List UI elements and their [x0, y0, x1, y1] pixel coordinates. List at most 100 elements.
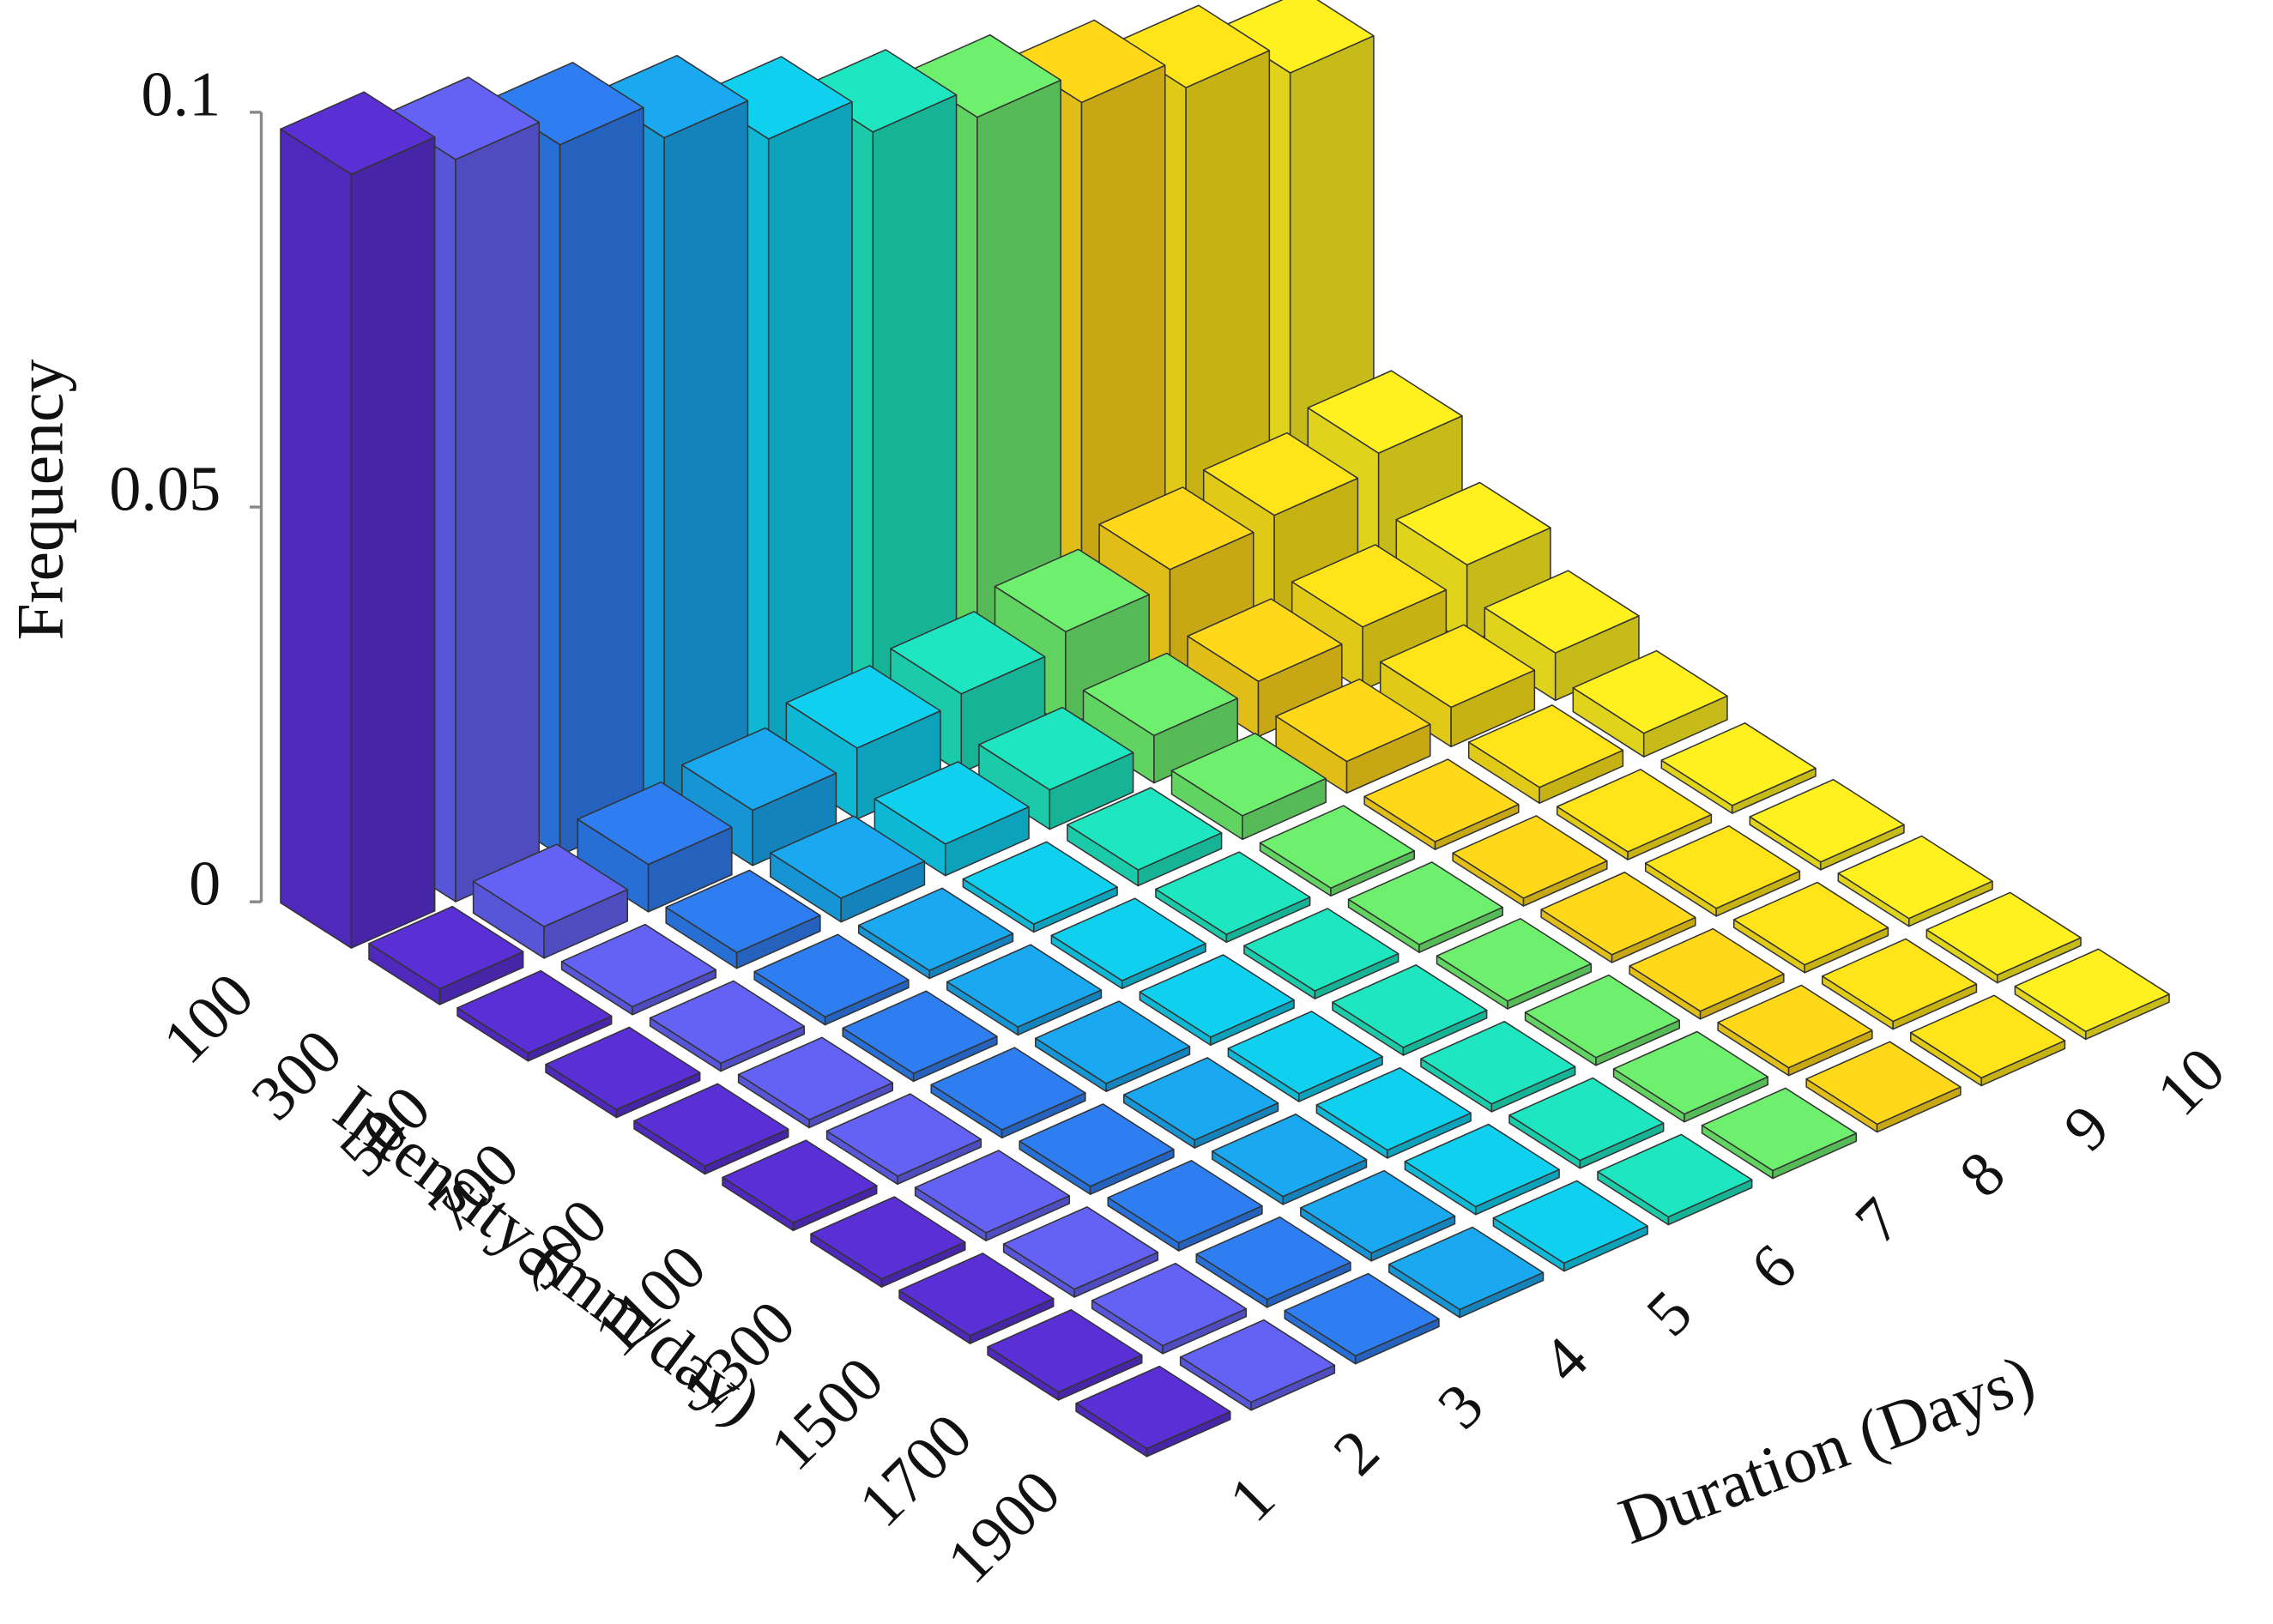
bar-top [1284, 1272, 1440, 1357]
bar-top [368, 905, 524, 990]
z-axis-title: Frequency [3, 359, 76, 641]
bar [1925, 891, 2082, 984]
bar [2014, 948, 2170, 1041]
bar-front [455, 121, 541, 903]
bar [1644, 824, 1801, 917]
bar-top [1749, 778, 1905, 863]
bar [1732, 881, 1889, 974]
x-tick-label: 9 [2051, 1092, 2123, 1164]
bar [1805, 1041, 1962, 1133]
bar-top [1909, 994, 2066, 1079]
bar-top [633, 1083, 789, 1167]
bar [1492, 1180, 1648, 1272]
bar-top [1404, 1123, 1560, 1208]
bar-front [663, 100, 749, 810]
bar-top [962, 841, 1118, 925]
bar [368, 905, 524, 1005]
bar-top [1300, 1169, 1456, 1254]
bar [785, 665, 941, 820]
bar-top [1123, 1057, 1279, 1141]
bar-top [1347, 861, 1503, 945]
bar-top [2014, 948, 2170, 1033]
bar [1909, 994, 2066, 1087]
bar-front [350, 136, 436, 949]
bar [1508, 1077, 1665, 1169]
bar [633, 1083, 789, 1175]
bar-top [770, 815, 926, 899]
bar-top [737, 1036, 894, 1120]
bar-top [994, 548, 1150, 633]
bar [810, 1196, 966, 1288]
y-tick-label: 100 [150, 960, 268, 1078]
bar-side [280, 128, 353, 949]
bar [874, 761, 1030, 877]
bar [1660, 722, 1817, 814]
bar-top [1837, 835, 1993, 920]
bar-top [1098, 486, 1254, 571]
bar [1139, 954, 1295, 1046]
bar [1243, 908, 1399, 999]
bar-top [722, 1139, 878, 1223]
bar [825, 1093, 982, 1186]
bar [737, 1036, 894, 1129]
bar-top [810, 1196, 966, 1280]
bar-top [681, 727, 837, 812]
bar-top [649, 980, 806, 1065]
x-tick-label: 6 [1738, 1231, 1810, 1303]
bar-top [280, 91, 436, 175]
bar [898, 1253, 1055, 1344]
bar-top [1202, 432, 1359, 516]
bar [1050, 897, 1206, 990]
bar-top [472, 843, 629, 927]
bar-top [1805, 1041, 1962, 1126]
bar-top [1275, 678, 1431, 763]
bar-top [874, 761, 1030, 845]
bar-top [825, 1093, 982, 1177]
bar-top [1508, 1077, 1665, 1162]
bar-top [1612, 1030, 1769, 1115]
bar-top [1467, 704, 1624, 788]
bar-top [1572, 649, 1728, 734]
bar-top [1492, 1180, 1648, 1265]
bar [1749, 778, 1905, 871]
bar [1300, 1169, 1456, 1262]
bar [1123, 1057, 1279, 1149]
bar-top [1259, 805, 1415, 889]
bar-top [1717, 984, 1873, 1069]
bar [1556, 769, 1713, 860]
bar-top [1019, 1103, 1175, 1187]
bar-top [1107, 1160, 1263, 1244]
bar-top [1395, 481, 1551, 566]
bar-top [1315, 1066, 1472, 1151]
bar-top [1195, 1216, 1351, 1301]
bar-top [1452, 815, 1608, 899]
bar-top [930, 1047, 1086, 1131]
x-tick-label: 4 [1529, 1324, 1601, 1396]
bar [1195, 1216, 1351, 1308]
bar-top [1436, 918, 1592, 1002]
bar [649, 980, 806, 1072]
bar-top [1379, 624, 1536, 709]
bar-top [1540, 871, 1696, 956]
bar [1082, 652, 1238, 784]
bar [280, 91, 436, 949]
bar-top [858, 887, 1014, 972]
x-tick-label: 5 [1634, 1277, 1706, 1349]
bar-front [559, 106, 644, 856]
bar [930, 1047, 1086, 1139]
bar-top [978, 706, 1134, 791]
bar-top [1484, 570, 1640, 654]
bar-front [872, 94, 958, 717]
bar [1275, 678, 1431, 794]
bar [1187, 598, 1343, 738]
x-axis-title: Duration (Days) [1610, 1340, 2044, 1558]
bar [1436, 918, 1592, 1010]
bar [1420, 1020, 1576, 1113]
bar [1035, 1000, 1191, 1093]
bar [1284, 1272, 1440, 1365]
bar [1629, 927, 1785, 1020]
bar-top [890, 611, 1046, 695]
bar [1155, 851, 1311, 944]
bar-top [1035, 1000, 1191, 1084]
bar [456, 969, 613, 1062]
